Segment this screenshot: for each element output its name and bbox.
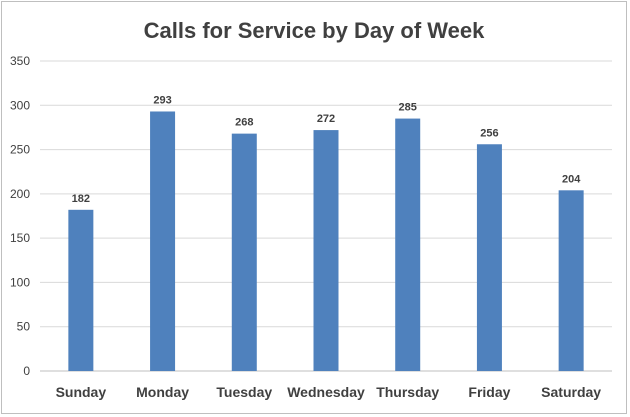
x-tick-label: Friday: [468, 384, 510, 400]
bar: [68, 209, 94, 371]
y-tick-label: 250: [10, 143, 30, 157]
y-tick-label: 150: [10, 231, 30, 245]
y-tick-label: 300: [10, 98, 30, 112]
data-labels: 182 293 268 272 285 256 204: [72, 94, 582, 204]
chart-title: Calls for Service by Day of Week: [144, 18, 486, 43]
x-tick-label: Tuesday: [216, 384, 272, 400]
data-label: 204: [562, 173, 581, 185]
data-label: 293: [153, 94, 171, 106]
y-tick-label: 0: [23, 364, 30, 378]
y-tick-label: 50: [17, 320, 31, 334]
x-tick-label: Sunday: [56, 384, 107, 400]
bar: [231, 133, 257, 371]
x-tick-label: Thursday: [376, 384, 439, 400]
bar: [395, 118, 421, 371]
data-label: 285: [399, 102, 417, 114]
x-axis-ticks: Sunday Monday Tuesday Wednesday Thursday Frid…: [56, 384, 602, 400]
y-tick-label: 350: [10, 54, 30, 68]
x-tick-label: Saturday: [541, 384, 601, 400]
bar: [476, 144, 502, 371]
data-label: 272: [317, 113, 335, 125]
bar: [558, 190, 584, 371]
x-tick-label: Monday: [136, 384, 189, 400]
y-tick-label: 200: [10, 187, 30, 201]
y-tick-label: 100: [10, 275, 30, 289]
x-tick-label: Wednesday: [287, 384, 365, 400]
data-label: 256: [480, 127, 498, 139]
bars: [68, 111, 584, 371]
bar: [313, 130, 339, 371]
data-label: 182: [72, 193, 90, 205]
data-label: 268: [235, 117, 253, 129]
y-axis-ticks: 0 50 100 150 200 250 300 350: [10, 54, 30, 378]
bar: [150, 111, 176, 371]
